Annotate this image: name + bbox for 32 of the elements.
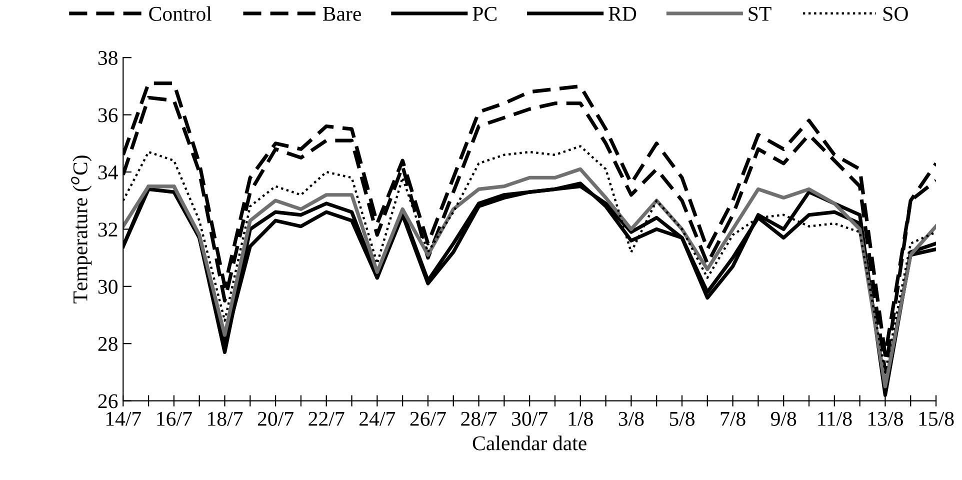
x-tick-label: 13/8 <box>868 412 903 426</box>
x-tick-label: 18/7 <box>208 412 243 426</box>
x-tick-label: 20/7 <box>258 412 294 426</box>
x-tick-label: 16/7 <box>157 412 192 426</box>
x-tick-label: 24/7 <box>360 412 396 426</box>
legend-label: Control <box>149 6 212 21</box>
x-axis-title: Calendar date <box>472 436 586 450</box>
x-tick-label: 15/8 <box>919 412 954 426</box>
y-tick-label: 32 <box>98 222 118 237</box>
y-tick-label: 28 <box>98 336 118 352</box>
legend-label: PC <box>472 6 496 21</box>
x-tick-label: 14/7 <box>106 412 142 426</box>
y-tick-label: 38 <box>98 50 118 66</box>
x-tick-label: 7/8 <box>720 412 746 426</box>
legend-label: ST <box>748 6 772 21</box>
legend-label: RD <box>608 7 636 21</box>
x-tick-label: 28/7 <box>461 412 497 426</box>
legend-label: Bare <box>322 7 361 21</box>
x-tick-label: 30/7 <box>512 412 548 426</box>
y-tick-label: 34 <box>98 165 118 180</box>
y-tick-label: 30 <box>98 280 118 294</box>
y-axis-title: Temperature ($^{o}$C) <box>71 156 92 304</box>
y-tick-label: 36 <box>98 108 118 122</box>
y-tick-label: 26 <box>98 394 118 408</box>
x-tick-label: 11/8 <box>818 412 852 426</box>
x-tick-label: 1/8 <box>568 412 593 426</box>
legend-label: SO <box>884 6 908 21</box>
x-tick-label: 22/7 <box>308 412 344 426</box>
x-tick-label: 5/8 <box>670 412 695 426</box>
x-tick-label: 26/7 <box>410 412 446 426</box>
x-tick-label: 9/8 <box>770 412 796 426</box>
x-tick-label: 3/8 <box>618 412 644 426</box>
